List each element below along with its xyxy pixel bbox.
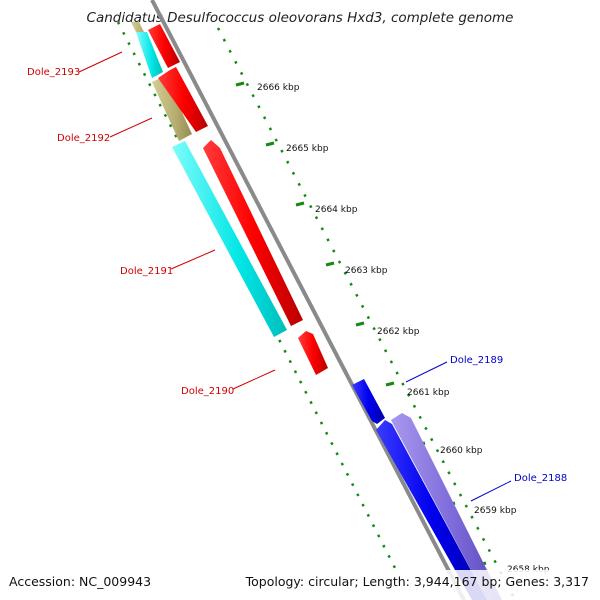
orf-cyan-2191	[172, 141, 287, 337]
gene-label-2190: Dole_2190	[181, 386, 234, 397]
leader-line-2190	[232, 369, 276, 390]
leader-line-2188	[470, 480, 512, 502]
cds-arrow-2193	[148, 24, 180, 68]
gene-label-2191: Dole_2191	[120, 266, 173, 277]
kbp-label: 2664 kbp	[315, 205, 358, 215]
gene-labels-left: Dole_2193 Dole_2192 Dole_2191 Dole_2190	[27, 51, 276, 397]
kbp-labels: 2666 kbp 2665 kbp 2664 kbp 2663 kbp 2662…	[257, 83, 550, 575]
kbp-label: 2659 kbp	[474, 506, 517, 516]
leader-line-2189	[405, 361, 448, 383]
cds-arrow-2192	[158, 67, 208, 132]
orf-cyan-top	[136, 32, 163, 78]
orf-purple-2188	[391, 413, 502, 600]
gene-labels-right: Dole_2189 Dole_2188	[405, 355, 567, 502]
leader-line-2192	[109, 117, 153, 138]
kbp-label: 2663 kbp	[345, 266, 388, 276]
cds-arrow-2191	[203, 140, 303, 326]
kbp-label: 2661 kbp	[407, 388, 450, 398]
cds-forward-track	[148, 24, 328, 375]
gene-label-2188: Dole_2188	[514, 473, 567, 484]
gene-label-2192: Dole_2192	[57, 133, 110, 144]
topology-text: Topology: circular; Length: 3,944,167 bp…	[245, 574, 589, 589]
genome-backbone	[150, 0, 466, 600]
cds-reverse-track	[352, 379, 487, 600]
map-title: Candidatus Desulfococcus oleovorans Hxd3…	[87, 10, 514, 26]
cds-arrow-2190	[298, 331, 328, 375]
kbp-label: 2660 kbp	[440, 446, 483, 456]
orf-track-left	[131, 22, 287, 337]
cds-arrow-2189	[352, 379, 385, 424]
gene-label-2193: Dole_2193	[27, 67, 80, 78]
kbp-label: 2665 kbp	[286, 144, 329, 154]
leader-line-2191	[170, 249, 216, 270]
gene-label-2189: Dole_2189	[450, 355, 503, 366]
accession-text: Accession: NC_009943	[9, 574, 151, 589]
kbp-label: 2666 kbp	[257, 83, 300, 93]
kbp-label: 2662 kbp	[377, 327, 420, 337]
leader-line-2193	[78, 51, 123, 73]
footer-background	[0, 570, 600, 600]
orf-olive-2192	[152, 76, 192, 141]
orf-track-right	[391, 413, 502, 600]
cds-arrow-2188	[376, 420, 487, 600]
